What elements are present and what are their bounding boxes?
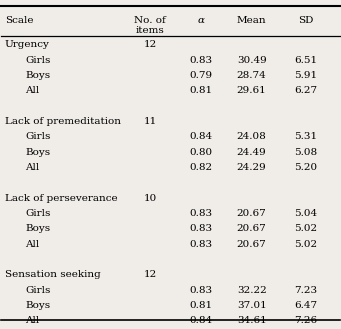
Text: 30.49: 30.49 — [237, 56, 267, 65]
Text: All: All — [25, 316, 39, 325]
Text: 20.67: 20.67 — [237, 209, 267, 218]
Text: 0.83: 0.83 — [189, 240, 212, 249]
Text: Girls: Girls — [25, 286, 50, 294]
Text: 5.20: 5.20 — [294, 163, 317, 172]
Text: SD: SD — [298, 16, 313, 25]
Text: 0.84: 0.84 — [189, 316, 212, 325]
Text: 6.51: 6.51 — [294, 56, 317, 65]
Text: 20.67: 20.67 — [237, 224, 267, 233]
Text: 5.02: 5.02 — [294, 224, 317, 233]
Text: Scale: Scale — [5, 16, 33, 25]
Text: Urgency: Urgency — [5, 40, 50, 49]
Text: Lack of premeditation: Lack of premeditation — [5, 117, 121, 126]
Text: 0.84: 0.84 — [189, 132, 212, 141]
Text: Lack of perseverance: Lack of perseverance — [5, 194, 117, 203]
Text: Girls: Girls — [25, 132, 50, 141]
Text: 24.08: 24.08 — [237, 132, 267, 141]
Text: 0.83: 0.83 — [189, 286, 212, 294]
Text: 28.74: 28.74 — [237, 71, 267, 80]
Text: 0.83: 0.83 — [189, 224, 212, 233]
Text: 5.31: 5.31 — [294, 132, 317, 141]
Text: 32.22: 32.22 — [237, 286, 267, 294]
Text: α: α — [197, 16, 205, 25]
Text: Boys: Boys — [25, 224, 50, 233]
Text: 5.91: 5.91 — [294, 71, 317, 80]
Text: 0.81: 0.81 — [189, 301, 212, 310]
Text: 24.29: 24.29 — [237, 163, 267, 172]
Text: Sensation seeking: Sensation seeking — [5, 270, 101, 279]
Text: Girls: Girls — [25, 56, 50, 65]
Text: Mean: Mean — [237, 16, 266, 25]
Text: 34.61: 34.61 — [237, 316, 267, 325]
Text: 5.04: 5.04 — [294, 209, 317, 218]
Text: 6.27: 6.27 — [294, 87, 317, 95]
Text: 10: 10 — [144, 194, 157, 203]
Text: 12: 12 — [144, 270, 157, 279]
Text: Boys: Boys — [25, 71, 50, 80]
Text: 37.01: 37.01 — [237, 301, 267, 310]
Text: 0.80: 0.80 — [189, 148, 212, 157]
Text: 7.26: 7.26 — [294, 316, 317, 325]
Text: 0.83: 0.83 — [189, 56, 212, 65]
Text: All: All — [25, 87, 39, 95]
Text: 0.79: 0.79 — [189, 71, 212, 80]
Text: Boys: Boys — [25, 148, 50, 157]
Text: 0.81: 0.81 — [189, 87, 212, 95]
Text: 12: 12 — [144, 40, 157, 49]
Text: 0.82: 0.82 — [189, 163, 212, 172]
Text: Girls: Girls — [25, 209, 50, 218]
Text: 29.61: 29.61 — [237, 87, 267, 95]
Text: 24.49: 24.49 — [237, 148, 267, 157]
Text: No. of
items: No. of items — [134, 16, 166, 36]
Text: All: All — [25, 240, 39, 249]
Text: Boys: Boys — [25, 301, 50, 310]
Text: 6.47: 6.47 — [294, 301, 317, 310]
Text: 7.23: 7.23 — [294, 286, 317, 294]
Text: 0.83: 0.83 — [189, 209, 212, 218]
Text: 5.08: 5.08 — [294, 148, 317, 157]
Text: 5.02: 5.02 — [294, 240, 317, 249]
Text: All: All — [25, 163, 39, 172]
Text: 11: 11 — [144, 117, 157, 126]
Text: 20.67: 20.67 — [237, 240, 267, 249]
